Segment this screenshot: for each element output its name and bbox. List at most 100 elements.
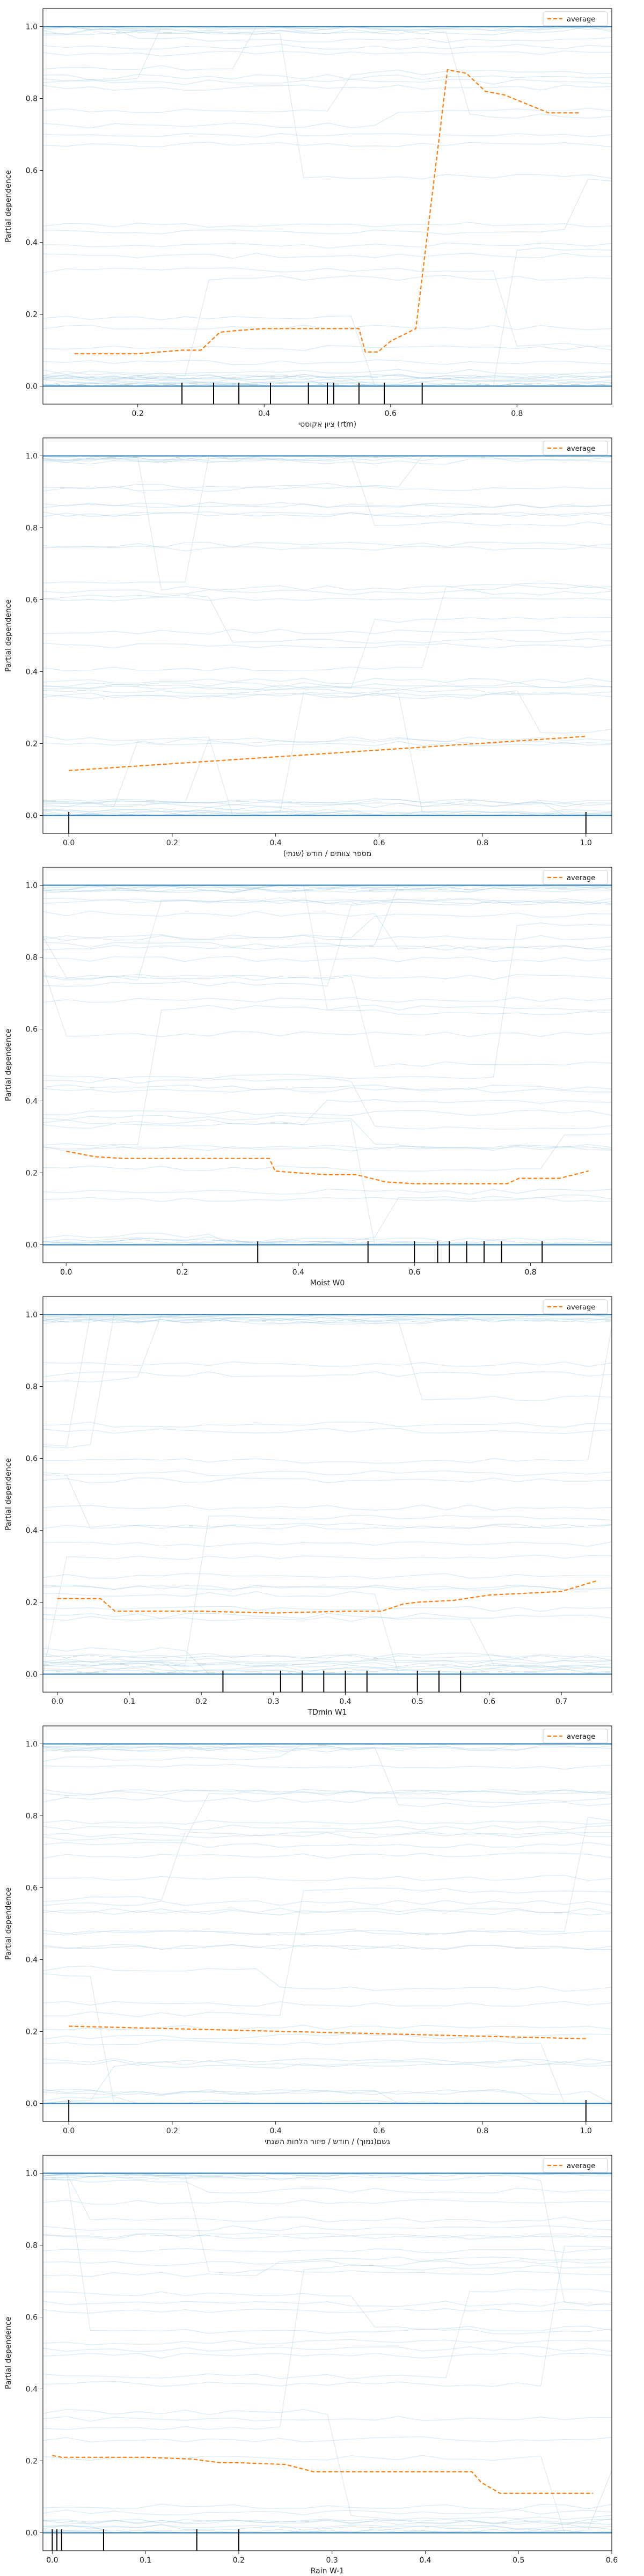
ice-line [43, 1824, 612, 1831]
ice-line [43, 2089, 612, 2104]
ice-line [43, 1194, 612, 1243]
ice-line [43, 1797, 612, 1803]
x-axis-label: TDmin W1 [308, 1708, 347, 1717]
chart-panel-4: 0.0 0.1 0.2 0.3 0.4 0.5 0.6 0.7 0.0 0.2 0.4 0.6 0.8 1… [0, 1288, 644, 1717]
y-tick-label: 1.0 [26, 1740, 38, 1749]
ice-line [43, 1659, 612, 1666]
ice-line [43, 589, 612, 596]
ice-line [43, 374, 612, 380]
chart-svg-1: 0.2 0.4 0.6 0.8 0.0 0.2 0.4 0.6 0.8 1.0 ציון אקוסט… [4, 8, 612, 429]
ice-line [43, 2346, 612, 2352]
y-axis-label: Partial dependence [4, 1887, 13, 1960]
ice-line [43, 594, 612, 644]
x-tick-label: 0.0 [63, 839, 75, 847]
ice-line [43, 1668, 612, 1674]
y-tick-label: 0.4 [26, 1956, 38, 1965]
ice-line [43, 1087, 612, 1093]
y-tick-label: 0.2 [26, 2457, 38, 2466]
ice-line [43, 1875, 612, 1881]
chart-svg-6: 0.0 0.1 0.2 0.3 0.4 0.5 0.6 0.0 0.2 0.4 0.6 0.8 1.0 R… [4, 2155, 618, 2575]
ice-line [43, 374, 612, 379]
chart-svg-4: 0.0 0.1 0.2 0.3 0.4 0.5 0.6 0.7 0.0 0.2 0.4 0.6 0.8 1… [4, 1296, 612, 1717]
ice-line [43, 2519, 612, 2525]
ice-line [43, 1763, 612, 1770]
y-axis-label: Partial dependence [4, 1458, 13, 1531]
ice-line [43, 945, 612, 951]
y-tick-label: 0.4 [26, 2385, 38, 2394]
ice-line [43, 2039, 612, 2104]
legend-label: average [567, 1733, 595, 1741]
y-tick-label: 0.6 [26, 167, 38, 175]
y-tick-label: 0.6 [26, 596, 38, 605]
ice-line [43, 923, 612, 1079]
ice-line [43, 1584, 612, 1591]
ice-line [43, 1078, 612, 1130]
ice-line [43, 1832, 612, 1839]
ice-line [43, 685, 612, 691]
x-tick-label: 0.1 [140, 2556, 151, 2565]
x-tick-label: 0.0 [63, 2127, 75, 2135]
x-axis-label: Rain W-1 [311, 2567, 344, 2575]
x-axis-label: גשם(נמוך) / חודש / פיזור הלחות השנתי [265, 2138, 390, 2146]
average-line [69, 736, 586, 771]
chart-panel-2: 0.0 0.2 0.4 0.6 0.8 1.0 0.0 0.2 0.4 0.6 0.8 1.0 מספר… [0, 429, 644, 859]
y-tick-label: 0.4 [26, 668, 38, 677]
ice-line [43, 997, 612, 1003]
x-tick-label: 0.8 [477, 2127, 488, 2135]
y-tick-label: 1.0 [26, 2170, 38, 2178]
x-axis-label: Moist W0 [310, 1279, 345, 1287]
ice-line [43, 2519, 612, 2525]
ice-line [43, 1745, 612, 1751]
plot-frame [42, 8, 612, 405]
ice-line [43, 455, 612, 584]
ice-line [43, 359, 612, 365]
y-tick-label: 1.0 [26, 452, 38, 461]
x-tick-label: 0.3 [326, 2556, 338, 2565]
ice-line [43, 74, 612, 80]
y-tick-label: 0.0 [26, 1241, 38, 1250]
ice-line [43, 738, 612, 808]
ice-line [43, 1314, 612, 1448]
ice-line [43, 1606, 612, 1612]
ice-line [43, 1743, 612, 1751]
ice-line [43, 2060, 612, 2066]
plot-frame [42, 2155, 612, 2551]
y-tick-label: 0.2 [26, 740, 38, 749]
x-tick-label: 1.0 [580, 2127, 592, 2135]
ice-line [43, 457, 612, 591]
ice-line [43, 692, 612, 816]
ice-line [43, 976, 612, 1067]
ice-line [43, 1613, 612, 1619]
average-line [74, 69, 581, 355]
ice-line [43, 2175, 612, 2306]
y-axis-label: Partial dependence [4, 1029, 13, 1101]
y-tick-label: 0.2 [26, 311, 38, 319]
ice-line [43, 2172, 612, 2223]
x-tick-label: 0.2 [166, 839, 178, 847]
ice-line [43, 912, 612, 940]
ice-line [43, 1317, 612, 1324]
ice-line [43, 2001, 612, 2007]
ice-line [43, 956, 612, 962]
average-line [66, 1151, 589, 1184]
ice-line [43, 2509, 612, 2515]
ice-line [43, 1662, 612, 1668]
x-tick-label: 0.2 [166, 2127, 178, 2135]
ice-line [43, 267, 612, 347]
ice-line [43, 2248, 612, 2253]
ice-line [43, 887, 612, 893]
ice-line [43, 898, 612, 904]
ice-line [43, 628, 612, 635]
ice-line [43, 178, 612, 235]
ice-line [43, 2063, 612, 2104]
ice-line [43, 1655, 612, 1661]
average-line [69, 2025, 586, 2039]
ice-lines-group [43, 26, 612, 387]
x-tick-label: 0.8 [524, 1268, 536, 1277]
y-tick-label: 0.0 [26, 2529, 38, 2538]
y-tick-label: 0.8 [26, 95, 38, 104]
ice-line [43, 2352, 612, 2359]
x-tick-label: 0.4 [258, 409, 270, 418]
ice-line [43, 1504, 612, 1511]
